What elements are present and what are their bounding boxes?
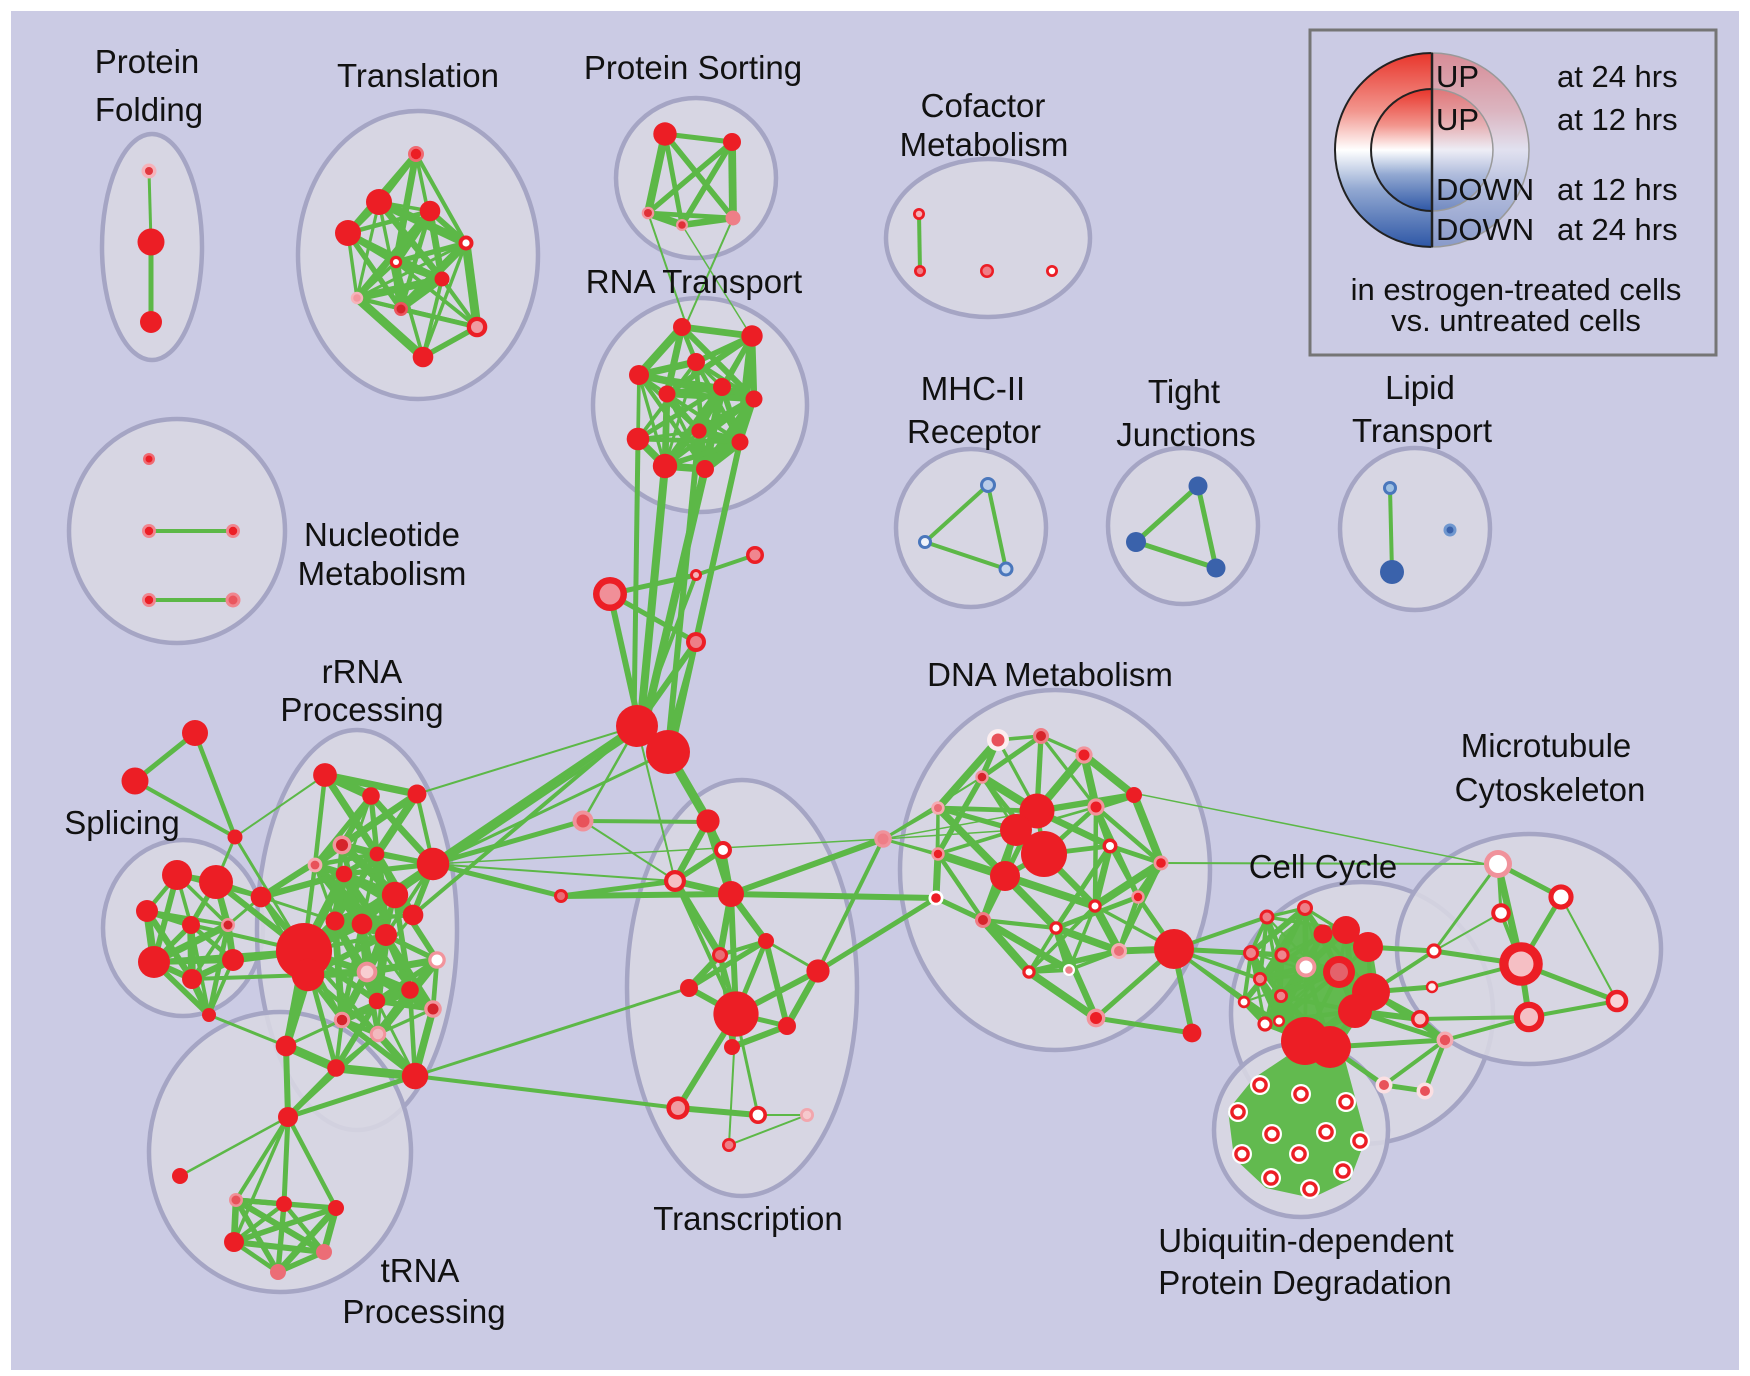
svg-text:Tight: Tight	[1148, 373, 1220, 410]
svg-text:tRNA: tRNA	[381, 1252, 460, 1289]
svg-text:rRNA: rRNA	[322, 653, 403, 690]
svg-text:Processing: Processing	[342, 1293, 505, 1330]
svg-text:in estrogen-treated cells: in estrogen-treated cells	[1351, 272, 1682, 307]
svg-text:Nucleotide: Nucleotide	[304, 516, 460, 553]
svg-text:Junctions: Junctions	[1116, 416, 1255, 453]
svg-text:at 12 hrs: at 12 hrs	[1557, 102, 1678, 137]
svg-text:Ubiquitin-dependent: Ubiquitin-dependent	[1158, 1222, 1453, 1259]
svg-text:vs. untreated cells: vs. untreated cells	[1391, 303, 1641, 338]
svg-text:Transport: Transport	[1352, 412, 1492, 449]
svg-text:Transcription: Transcription	[653, 1200, 843, 1237]
svg-text:Processing: Processing	[280, 691, 443, 728]
svg-text:Receptor: Receptor	[907, 413, 1041, 450]
svg-text:at 12 hrs: at 12 hrs	[1557, 172, 1678, 207]
svg-text:Protein Degradation: Protein Degradation	[1158, 1264, 1452, 1301]
svg-text:at 24 hrs: at 24 hrs	[1557, 212, 1678, 247]
svg-text:Splicing: Splicing	[64, 804, 180, 841]
svg-text:Cofactor: Cofactor	[921, 87, 1046, 124]
svg-text:Metabolism: Metabolism	[900, 126, 1069, 163]
svg-text:DOWN: DOWN	[1436, 172, 1534, 207]
svg-text:Metabolism: Metabolism	[298, 555, 467, 592]
svg-text:Microtubule: Microtubule	[1461, 727, 1632, 764]
svg-text:Protein: Protein	[95, 43, 200, 80]
svg-text:at 24 hrs: at 24 hrs	[1557, 59, 1678, 94]
svg-text:Cell Cycle: Cell Cycle	[1249, 848, 1398, 885]
svg-text:Protein Sorting: Protein Sorting	[584, 49, 802, 86]
svg-text:Cytoskeleton: Cytoskeleton	[1455, 771, 1646, 808]
svg-text:Lipid: Lipid	[1385, 369, 1455, 406]
svg-text:MHC-II: MHC-II	[921, 370, 1025, 407]
svg-text:Translation: Translation	[337, 57, 499, 94]
svg-text:UP: UP	[1436, 59, 1479, 94]
svg-text:DNA Metabolism: DNA Metabolism	[927, 656, 1173, 693]
svg-text:UP: UP	[1436, 102, 1479, 137]
svg-text:Folding: Folding	[95, 91, 203, 128]
svg-text:RNA Transport: RNA Transport	[586, 263, 802, 300]
svg-text:DOWN: DOWN	[1436, 212, 1534, 247]
